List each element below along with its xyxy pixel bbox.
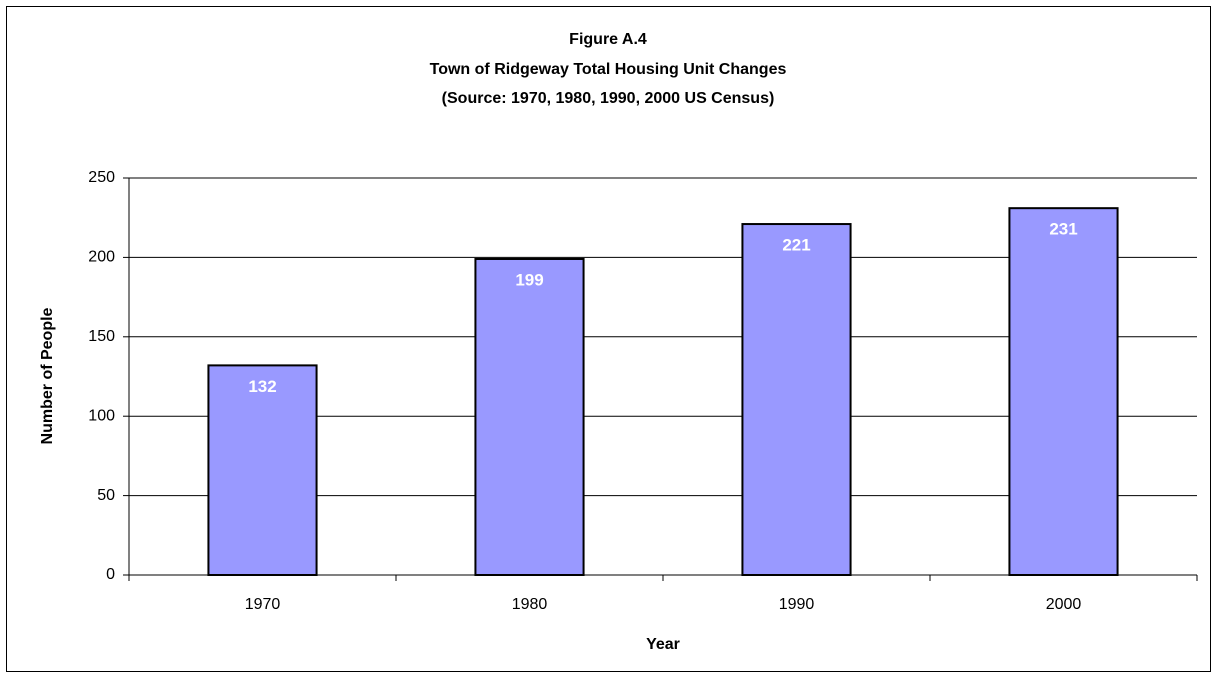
chart-title: Figure A.4	[569, 31, 647, 48]
bar	[474, 257, 585, 576]
x-tick-label: 1970	[245, 596, 281, 613]
y-tick-label: 0	[106, 566, 115, 583]
bar	[207, 364, 318, 576]
y-axis-title: Number of People	[39, 307, 56, 444]
x-axis-title: Year	[646, 636, 680, 653]
bar	[741, 223, 852, 576]
value-label: 221	[782, 236, 810, 255]
chart-title: (Source: 1970, 1980, 1990, 2000 US Censu…	[442, 90, 775, 107]
y-tick-label: 200	[88, 249, 115, 266]
x-tick-label: 2000	[1046, 596, 1082, 613]
bar	[1008, 207, 1119, 576]
x-tick-label: 1980	[512, 596, 548, 613]
value-label: 199	[515, 270, 543, 289]
y-tick-label: 150	[88, 328, 115, 345]
y-tick-label: 250	[88, 169, 115, 186]
value-label: 132	[248, 377, 276, 396]
value-label: 231	[1049, 220, 1077, 239]
x-tick-label: 1990	[779, 596, 815, 613]
y-tick-label: 50	[97, 487, 115, 504]
y-tick-label: 100	[88, 407, 115, 424]
chart-title: Town of Ridgeway Total Housing Unit Chan…	[430, 61, 787, 78]
